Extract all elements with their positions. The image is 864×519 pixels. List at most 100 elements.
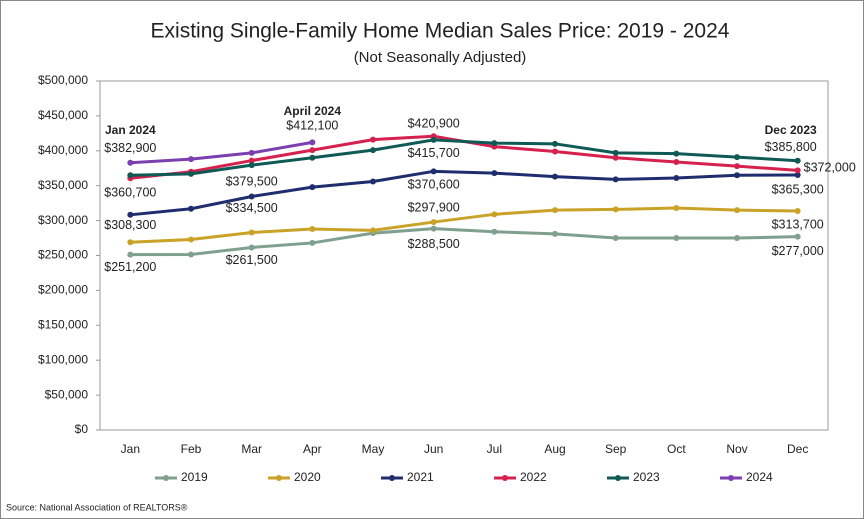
legend-label: 2020 xyxy=(294,470,321,484)
data-label: $360,700 xyxy=(104,186,156,200)
data-label: $297,900 xyxy=(408,200,460,214)
data-point xyxy=(248,229,255,236)
data-point xyxy=(127,159,134,166)
data-point xyxy=(491,228,498,235)
data-point xyxy=(794,167,801,174)
chart-title: Existing Single-Family Home Median Sales… xyxy=(151,20,730,43)
data-label: $251,200 xyxy=(104,260,156,274)
data-point xyxy=(127,211,134,218)
data-label: $308,300 xyxy=(104,218,156,232)
data-point xyxy=(370,147,376,154)
data-label: $385,800 xyxy=(765,140,817,154)
annotation: April 2024 xyxy=(284,104,342,118)
data-point xyxy=(552,148,558,155)
data-point xyxy=(612,176,619,183)
data-point xyxy=(370,136,376,143)
legend-marker xyxy=(389,475,395,481)
y-tick-label: $100,000 xyxy=(38,352,88,366)
data-label: $382,900 xyxy=(104,141,156,155)
series-line xyxy=(130,206,798,244)
data-point xyxy=(673,175,680,182)
data-label: $288,500 xyxy=(408,237,460,251)
data-point xyxy=(188,205,194,212)
data-point xyxy=(188,251,194,258)
legend-marker xyxy=(163,475,169,481)
data-label: $370,600 xyxy=(408,178,460,192)
data-point xyxy=(430,219,437,226)
data-point xyxy=(248,193,255,200)
series-line xyxy=(130,140,313,165)
data-point xyxy=(248,244,255,251)
legend-label: 2021 xyxy=(407,470,434,484)
data-point xyxy=(794,157,801,164)
data-point xyxy=(552,173,558,180)
annotation: Dec 2023 xyxy=(765,123,817,137)
data-point xyxy=(794,172,801,179)
y-tick-label: $250,000 xyxy=(38,248,88,262)
x-tick-label: Aug xyxy=(544,442,565,456)
x-tick-label: May xyxy=(362,442,385,456)
data-point xyxy=(794,208,801,215)
data-label: $420,900 xyxy=(408,117,460,131)
data-point xyxy=(188,236,194,243)
x-tick-label: Nov xyxy=(726,442,747,456)
data-label: $313,700 xyxy=(772,217,824,231)
legend-label: 2023 xyxy=(633,470,660,484)
data-label: $379,500 xyxy=(226,174,278,188)
x-tick-label: Dec xyxy=(787,442,808,456)
data-point xyxy=(430,225,437,232)
data-point xyxy=(734,207,740,214)
legend-label: 2024 xyxy=(746,470,773,484)
x-tick-label: Feb xyxy=(181,442,202,456)
data-label: $415,700 xyxy=(408,146,460,160)
data-point xyxy=(309,139,316,146)
data-point xyxy=(309,184,316,191)
data-point xyxy=(612,206,619,213)
y-tick-label: $50,000 xyxy=(45,387,89,401)
data-point xyxy=(673,150,680,157)
data-label: $365,300 xyxy=(772,182,824,196)
data-point xyxy=(430,136,437,143)
data-point xyxy=(127,251,134,258)
data-point xyxy=(309,154,316,161)
data-point xyxy=(188,156,194,163)
data-point xyxy=(552,140,558,147)
data-point xyxy=(734,154,740,161)
chart-subtitle: (Not Seasonally Adjusted) xyxy=(354,49,527,66)
x-tick-label: Jun xyxy=(424,442,443,456)
data-point xyxy=(127,172,134,179)
data-point xyxy=(491,211,498,218)
y-tick-label: $300,000 xyxy=(38,213,88,227)
y-tick-label: $400,000 xyxy=(38,143,88,157)
data-point xyxy=(734,163,740,170)
data-label: $277,000 xyxy=(772,244,824,258)
data-label: $261,500 xyxy=(226,253,278,267)
x-tick-label: Sep xyxy=(605,442,627,456)
data-point xyxy=(248,162,255,169)
data-point xyxy=(612,149,619,156)
data-point xyxy=(430,168,437,175)
data-point xyxy=(612,154,619,161)
x-tick-label: Jan xyxy=(121,442,140,456)
y-tick-label: $200,000 xyxy=(38,283,88,297)
legend-label: 2022 xyxy=(520,470,547,484)
data-point xyxy=(491,170,498,177)
y-tick-label: $150,000 xyxy=(38,317,88,331)
data-point xyxy=(248,157,255,164)
data-point xyxy=(370,227,376,234)
series-line xyxy=(130,227,798,257)
legend-label: 2019 xyxy=(181,470,208,484)
y-tick-label: $450,000 xyxy=(38,108,88,122)
data-point xyxy=(794,233,801,240)
data-point xyxy=(612,235,619,242)
x-tick-label: Oct xyxy=(667,442,686,456)
data-point xyxy=(127,239,134,246)
data-point xyxy=(734,235,740,242)
x-tick-label: Jul xyxy=(487,442,502,456)
data-point xyxy=(309,239,316,246)
x-tick-label: Apr xyxy=(303,442,322,456)
data-point xyxy=(248,149,255,156)
y-tick-label: $500,000 xyxy=(38,73,88,87)
